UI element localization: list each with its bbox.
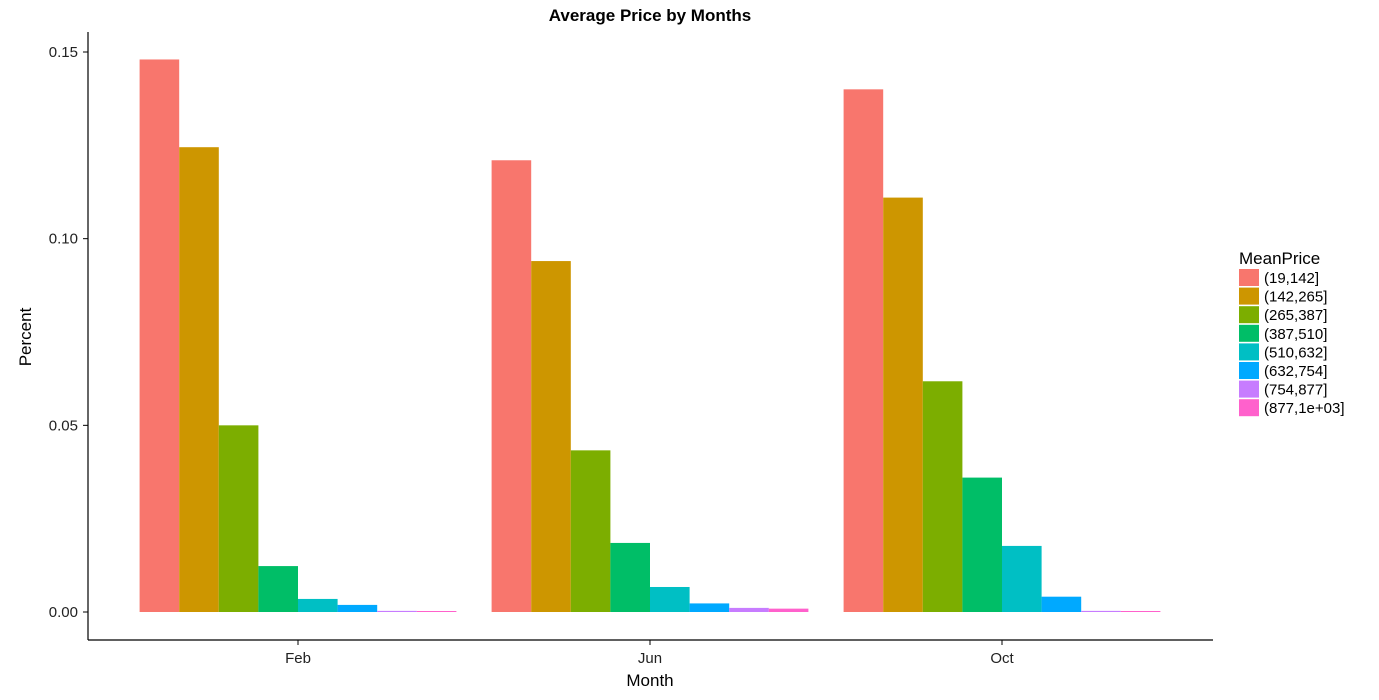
bar — [729, 607, 769, 612]
bar — [1002, 545, 1042, 612]
bar — [922, 381, 963, 612]
bar — [416, 611, 457, 612]
legend-label: (632,754] — [1264, 363, 1327, 380]
bar — [1081, 610, 1121, 612]
bar — [531, 261, 571, 612]
bar — [610, 542, 650, 612]
x-tick-label: Feb — [285, 650, 311, 667]
bar — [139, 59, 180, 612]
axes: 0.00 0.05 0.10 0.15 Feb Jun Oct — [49, 32, 1213, 667]
x-tick-label: Oct — [990, 650, 1014, 667]
bar — [218, 425, 259, 612]
bar — [883, 197, 923, 612]
bar — [768, 608, 809, 612]
legend-swatch — [1239, 324, 1259, 342]
legend-swatch — [1239, 399, 1259, 417]
bar — [337, 604, 378, 612]
bar — [570, 450, 611, 612]
legend-label: (265,387] — [1264, 307, 1327, 324]
legend-swatch — [1239, 343, 1259, 361]
legend-label: (19,142] — [1264, 270, 1319, 287]
legend-label: (142,265] — [1264, 289, 1327, 306]
bar — [179, 147, 219, 612]
legend: MeanPrice (19,142] (142,265](265,387] (387… — [1239, 249, 1345, 417]
legend-label: (877,1e+03] — [1264, 400, 1345, 417]
legend-swatch — [1239, 306, 1259, 324]
legend-label: (754,877] — [1264, 382, 1327, 399]
y-tick-label: 0.10 — [49, 231, 78, 248]
legend-items: (19,142] (142,265](265,387] (387,510](510,… — [1239, 269, 1345, 417]
legend-label: (510,632] — [1264, 344, 1327, 361]
bar — [689, 603, 730, 612]
bar — [843, 89, 884, 613]
y-axis-label: Percent — [16, 307, 35, 366]
bar — [962, 477, 1002, 612]
legend-swatch — [1239, 287, 1259, 305]
legend-label: (387,510] — [1264, 326, 1327, 343]
bar — [1120, 611, 1161, 612]
bar — [258, 566, 298, 612]
bars — [139, 59, 1161, 613]
y-tick-label: 0.00 — [49, 604, 78, 621]
bar — [650, 586, 690, 612]
legend-swatch — [1239, 362, 1259, 379]
y-tick-label: 0.15 — [49, 44, 78, 61]
bar — [298, 598, 338, 612]
chart-title: Average Price by Months — [549, 6, 752, 25]
bar — [1041, 596, 1082, 612]
bar — [377, 610, 417, 612]
x-axis-label: Month — [626, 671, 673, 690]
legend-title: MeanPrice — [1239, 249, 1320, 268]
x-tick-label: Jun — [638, 650, 662, 667]
bar — [491, 160, 532, 612]
y-tick-label: 0.05 — [49, 417, 78, 434]
legend-swatch — [1239, 380, 1259, 398]
legend-swatch — [1239, 269, 1259, 286]
